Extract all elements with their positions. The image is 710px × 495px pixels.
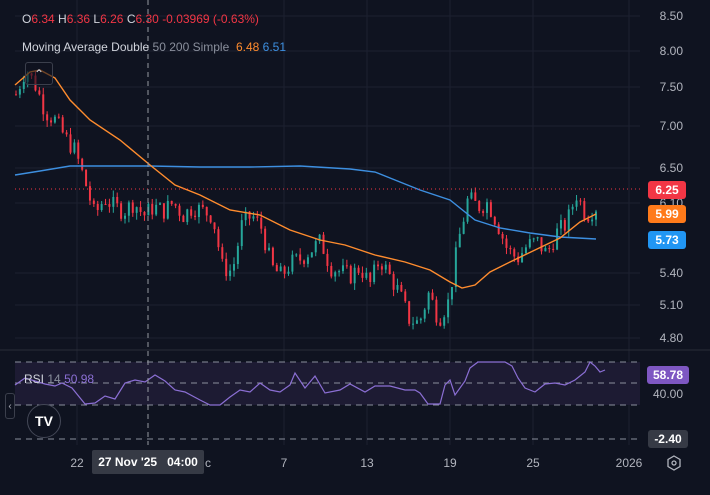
price-axis-label: 5.40 <box>659 266 683 280</box>
rsi-name[interactable]: RSI <box>24 372 45 386</box>
rsi-current-tag: 58.78 <box>647 366 689 384</box>
time-axis-label: 13 <box>360 456 374 470</box>
ma-fast-line <box>14 69 597 289</box>
rsi-low-tag: -2.40 <box>648 430 688 448</box>
change-percent: (-0.63%) <box>212 12 259 26</box>
time-axis-label: 7 <box>280 456 288 470</box>
ma-fast-value: 6.48 <box>235 40 260 54</box>
time-axis-label: 2026 <box>615 456 643 470</box>
price-axis-label: 4.80 <box>659 331 683 345</box>
chevron-up-icon: ⌃ <box>33 66 45 81</box>
low-label: L <box>93 12 101 26</box>
ma-slow-value: 6.51 <box>262 40 286 54</box>
ma-slow-line <box>14 165 597 240</box>
time-axis-label: 19 <box>443 456 457 470</box>
high-label: H <box>58 12 67 26</box>
change-value: -0.03969 <box>162 12 210 26</box>
collapse-pane-handle[interactable]: ‹ <box>5 393 15 419</box>
chevron-left-icon: ‹ <box>8 400 12 412</box>
ma-legend[interactable]: Moving Average Double 50 200 Simple 6.48… <box>22 40 286 54</box>
tv-logo-icon: TV <box>35 413 53 429</box>
high-value: 6.36 <box>66 12 91 26</box>
collapse-legend-button[interactable]: ⌃ <box>25 62 53 85</box>
price-axis-label: 6.50 <box>659 161 683 175</box>
close-value: 6.30 <box>135 12 159 26</box>
price-axis-label: 8.50 <box>659 9 683 23</box>
last-price-tag: 6.25 <box>648 181 686 199</box>
crosshair-date-label: 27 Nov '25 04:00 <box>92 450 204 474</box>
open-value: 6.34 <box>31 12 55 26</box>
crosshair-time: 04:00 <box>167 455 198 469</box>
chart-settings-button[interactable] <box>665 454 683 472</box>
open-label: O <box>22 12 32 26</box>
rsi-line <box>14 361 606 406</box>
time-axis-label: c <box>205 456 211 470</box>
rsi-level-lines <box>15 361 640 440</box>
ma-slow-tag: 5.73 <box>648 231 686 249</box>
price-axis-label: 5.10 <box>659 298 683 312</box>
rsi-period: 14 <box>47 372 61 386</box>
ohlc-legend: O6.34 H6.36 L6.26 C6.30 -0.03969 (-0.63%… <box>22 12 259 26</box>
tradingview-logo[interactable]: TV <box>27 404 61 438</box>
ma-params: 50 200 Simple <box>152 40 230 54</box>
gear-icon <box>667 455 681 471</box>
ma-fast-tag: 5.99 <box>648 205 686 223</box>
rsi-legend[interactable]: RSI 14 50.98 <box>24 372 94 386</box>
time-axis-label: 22 <box>70 456 84 470</box>
ma-indicator-name[interactable]: Moving Average Double <box>22 40 150 54</box>
price-axis-label: 8.00 <box>659 44 683 58</box>
low-value: 6.26 <box>100 12 124 26</box>
price-axis-label: 7.50 <box>659 80 683 94</box>
crosshair-date: 27 Nov '25 <box>98 455 158 469</box>
rsi-axis-label: 40.00 <box>652 387 683 401</box>
rsi-value: 50.98 <box>64 372 95 386</box>
close-label: C <box>126 12 136 26</box>
time-axis-label: 25 <box>526 456 540 470</box>
price-axis-label: 7.00 <box>659 119 683 133</box>
candlesticks <box>15 70 597 330</box>
